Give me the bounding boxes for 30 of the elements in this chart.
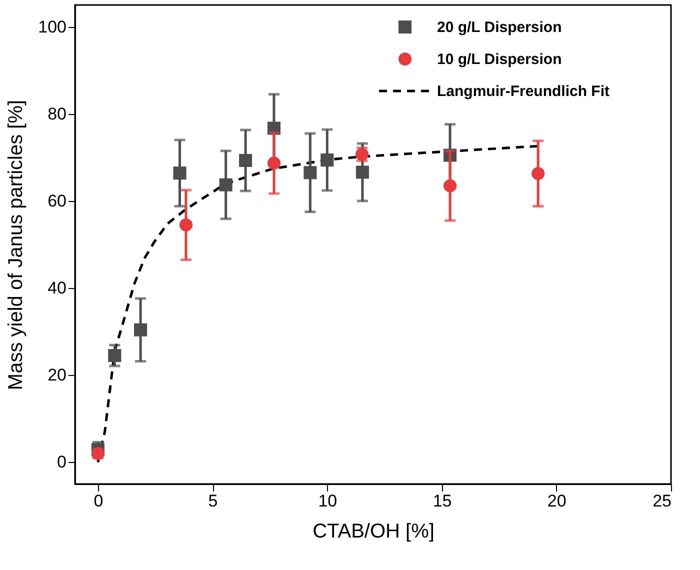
point (134, 323, 148, 336)
point (267, 156, 280, 170)
y-tick-label: 20 (48, 366, 66, 385)
point (532, 167, 545, 180)
y-tick-label: 60 (48, 191, 66, 210)
legend-label: 20 g/L Dispersion (437, 19, 562, 36)
point (179, 218, 192, 232)
x-tick-label: 25 (652, 492, 672, 510)
y-tick-label: 0 (57, 452, 66, 472)
point (108, 349, 122, 362)
point (320, 154, 334, 167)
x-tick-label: 15 (432, 492, 452, 510)
x-axis-title: CTAB/OH [%] (312, 520, 434, 542)
point (444, 179, 457, 192)
y-axis-title: Mass yield of Janus particles [%] (5, 100, 28, 390)
line-series (96, 144, 540, 464)
point (239, 154, 252, 167)
x-tick-label: 20 (547, 492, 566, 510)
x-tick-label: 5 (208, 492, 218, 510)
legend-label: 10 g/L Dispersion (437, 51, 562, 68)
legend-label: Langmuir-Freundlich Fit (437, 83, 610, 100)
point (219, 178, 232, 192)
x-tick-label: 0 (94, 492, 104, 510)
point (304, 166, 317, 180)
point (356, 166, 369, 179)
y-tick-label: 40 (48, 278, 66, 298)
x-tick-label: 10 (318, 492, 338, 510)
y-tick-label: 80 (48, 104, 66, 124)
point (173, 166, 186, 180)
y-tick-label: 100 (38, 17, 66, 36)
